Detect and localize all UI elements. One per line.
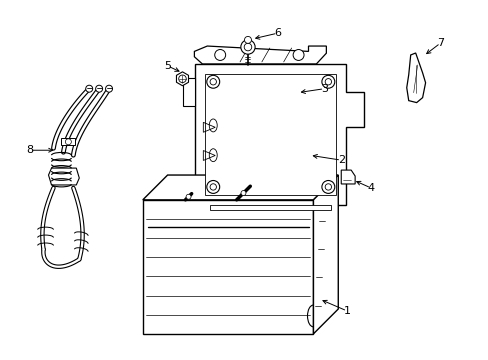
Text: 8: 8 — [26, 145, 33, 155]
Polygon shape — [142, 175, 338, 200]
Polygon shape — [341, 170, 354, 184]
Text: 5: 5 — [164, 61, 171, 71]
Polygon shape — [183, 78, 195, 106]
Polygon shape — [406, 53, 425, 103]
Circle shape — [321, 75, 334, 88]
Circle shape — [240, 40, 255, 54]
Circle shape — [292, 50, 304, 60]
Circle shape — [325, 184, 331, 190]
Circle shape — [210, 184, 216, 190]
Circle shape — [65, 139, 71, 145]
Circle shape — [241, 190, 245, 195]
Circle shape — [85, 85, 93, 92]
Polygon shape — [313, 175, 338, 334]
Circle shape — [186, 194, 191, 199]
Circle shape — [96, 85, 102, 92]
Polygon shape — [142, 200, 313, 334]
Polygon shape — [205, 74, 336, 195]
Polygon shape — [210, 205, 331, 210]
Circle shape — [178, 75, 186, 82]
Circle shape — [206, 180, 219, 193]
Text: 2: 2 — [337, 155, 344, 165]
Text: 6: 6 — [274, 28, 281, 38]
Circle shape — [105, 85, 112, 92]
Polygon shape — [61, 138, 75, 145]
Polygon shape — [176, 72, 188, 86]
Polygon shape — [48, 168, 79, 185]
Circle shape — [63, 169, 75, 181]
Text: 4: 4 — [366, 183, 374, 193]
Circle shape — [214, 50, 225, 60]
Circle shape — [244, 36, 251, 43]
Polygon shape — [195, 64, 364, 205]
Circle shape — [206, 75, 219, 88]
Text: 3: 3 — [320, 84, 327, 94]
Text: 7: 7 — [436, 38, 443, 48]
Polygon shape — [194, 46, 325, 64]
Circle shape — [210, 78, 216, 85]
Circle shape — [325, 78, 331, 85]
Circle shape — [321, 180, 334, 193]
Circle shape — [244, 43, 251, 51]
Text: 1: 1 — [343, 306, 350, 316]
